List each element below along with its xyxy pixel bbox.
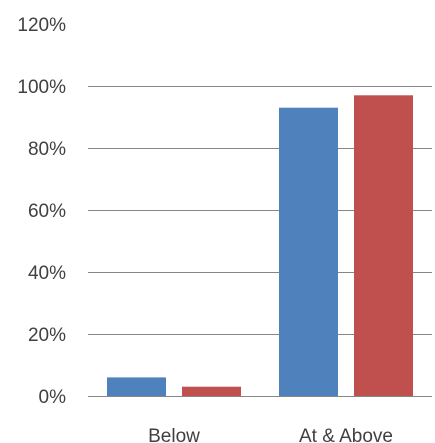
bar-series2-at-above (354, 95, 413, 397)
bar-series2-below (182, 386, 241, 396)
y-axis-tick-labels: 0% 20% 40% 60% 80% 100% 120% (17, 15, 66, 408)
bar-series1-at-above (279, 107, 338, 396)
x-category-label: Below (148, 426, 200, 443)
x-category-label: At & Above (299, 426, 393, 443)
y-tick-label: 0% (39, 387, 67, 408)
y-tick-label: 60% (28, 201, 66, 222)
bar-series1-below (107, 377, 166, 396)
y-tick-label: 100% (17, 77, 66, 98)
y-tick-label: 80% (28, 139, 66, 160)
y-tick-label: 40% (28, 263, 66, 284)
x-axis-category-labels: Below At & Above (148, 426, 393, 443)
y-tick-label: 120% (17, 15, 66, 36)
y-tick-label: 20% (28, 325, 66, 346)
bars (107, 95, 413, 397)
